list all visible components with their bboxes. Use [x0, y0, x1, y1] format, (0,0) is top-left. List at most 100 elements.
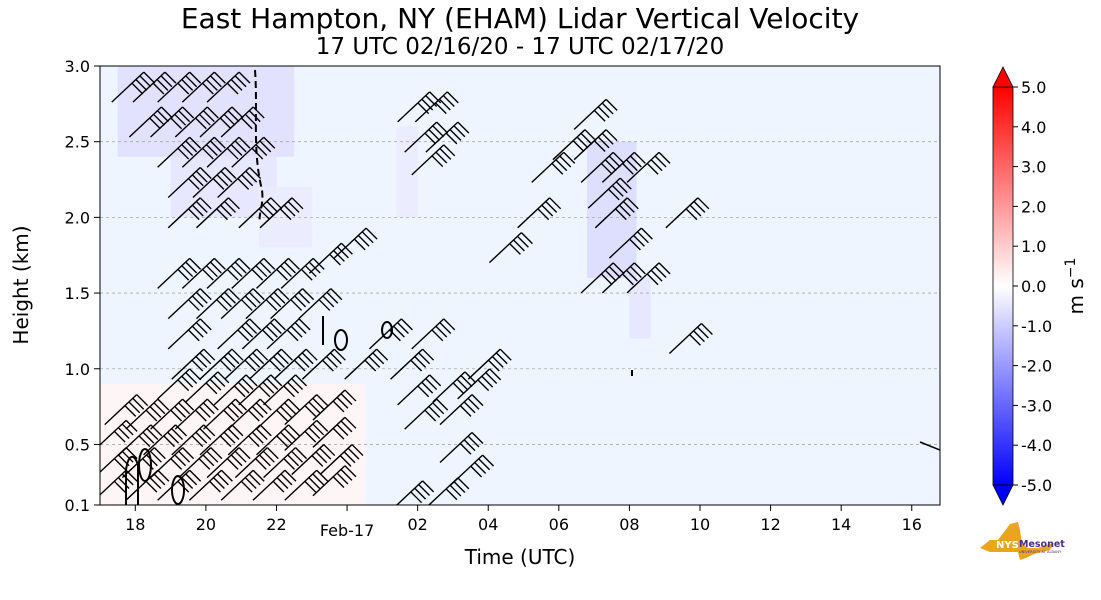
wind-barb-staff — [231, 136, 265, 168]
wind-barb-feather — [202, 110, 215, 123]
wind-barb-staff — [457, 368, 491, 400]
wind-barb-feather — [117, 427, 130, 440]
wind-barb-feather — [283, 402, 296, 415]
wind-barb-feather — [315, 451, 328, 464]
wind-barb-feather — [227, 110, 240, 123]
wind-barb — [174, 398, 219, 430]
wind-barb-feather — [213, 71, 226, 84]
wind-barb — [301, 348, 346, 380]
wind-barb — [171, 348, 216, 380]
wind-barb-feather — [332, 249, 345, 262]
wind-barb-feather — [319, 447, 332, 460]
wind-barb-feather — [287, 381, 300, 394]
wind-barb-feather — [231, 106, 244, 119]
colorbar-tick-label: -5.0 — [1021, 476, 1052, 495]
wind-barb — [319, 444, 364, 476]
wind-barb-feather — [283, 385, 296, 398]
wind-barb-feather — [199, 197, 212, 210]
wind-barb — [255, 257, 300, 289]
x-tick-label: 04 — [478, 515, 498, 534]
wind-barb-feather — [347, 447, 360, 460]
wind-barb-feather — [294, 295, 307, 308]
wind-barb-feather — [191, 325, 204, 338]
wind-barb-feather — [396, 322, 409, 335]
wind-barb-staff — [488, 232, 522, 264]
wind-barb-feather — [600, 162, 613, 175]
wind-barb-feather — [608, 155, 621, 168]
wind-barb-feather — [178, 110, 191, 123]
wind-barb-feather — [308, 476, 321, 489]
wind-barb-feather — [625, 159, 638, 172]
wind-barb-feather — [697, 197, 710, 210]
wind-barb — [580, 151, 625, 183]
wind-barb — [195, 288, 240, 320]
wind-barb-feather — [245, 322, 258, 335]
wind-barb-feather — [302, 288, 315, 301]
wind-barb-feather — [459, 404, 472, 417]
wind-barb-feather — [332, 400, 345, 413]
wind-barb-feather — [266, 447, 279, 460]
wind-barb-feather — [287, 454, 300, 467]
wind-barb-feather — [258, 208, 271, 221]
wind-barb-feather — [185, 140, 198, 153]
wind-barb-feather — [181, 143, 194, 156]
wind-barb-feather — [304, 265, 317, 278]
wind-barb-feather — [555, 159, 568, 172]
wind-barb-feather — [175, 424, 188, 437]
wind-barb-feather — [206, 450, 219, 463]
wind-barb — [248, 348, 293, 380]
wind-barb-feather — [474, 461, 487, 474]
wind-barb-feather — [209, 378, 222, 391]
wind-barb-feather — [275, 409, 288, 422]
wind-barb-feather — [601, 102, 614, 115]
wind-barb — [227, 424, 272, 456]
wind-barb-feather — [563, 151, 576, 164]
wind-barb-feather — [456, 378, 469, 391]
wind-barb-feather — [279, 431, 292, 444]
wind-barb — [665, 197, 710, 229]
wind-barb-feather — [219, 359, 232, 372]
wind-barb — [206, 257, 251, 289]
wind-barb-feather — [316, 394, 329, 407]
wind-barb-staff — [217, 318, 251, 350]
wind-barb-feather — [435, 325, 448, 338]
wind-barb-feather — [685, 208, 698, 221]
wind-barb-feather — [223, 431, 236, 444]
wind-barb — [188, 469, 233, 501]
wind-barb-feather — [251, 147, 264, 160]
wind-barb-feather — [621, 162, 634, 175]
wind-barb-staff — [252, 469, 286, 501]
x-tick-label: 12 — [760, 515, 780, 534]
wind-barb-feather — [177, 82, 190, 95]
wind-barb-feather — [608, 266, 621, 278]
wind-barb-feather — [230, 143, 243, 156]
wind-barb-staff — [266, 318, 300, 350]
wind-barb-staff — [167, 288, 201, 320]
wind-barb-feather — [131, 82, 144, 95]
wind-barb-feather — [301, 352, 314, 365]
wind-barb — [255, 398, 300, 430]
wind-barb-feather — [259, 140, 272, 153]
wind-barb-feather — [174, 454, 187, 467]
wind-barb-feather — [443, 318, 456, 331]
wind-barb-staff — [206, 136, 240, 168]
wind-barb-staff — [206, 71, 240, 103]
wind-barb-feather — [295, 374, 308, 387]
wind-barb-feather — [142, 431, 155, 444]
wind-barb-feather — [255, 427, 268, 440]
wind-barb-feather — [275, 268, 288, 281]
wind-barb-feather — [424, 409, 437, 422]
wind-barb-feather — [187, 208, 200, 221]
wind-barb-staff — [414, 91, 448, 123]
wind-barb-staff — [188, 469, 222, 501]
wind-barb — [217, 318, 262, 350]
wind-barb-staff — [199, 424, 233, 456]
y-tick-label: 0.5 — [65, 435, 90, 454]
wind-barb-feather — [146, 427, 159, 440]
wind-barb-feather — [605, 98, 618, 111]
wind-barb-feather — [124, 404, 137, 417]
wind-barb-feather — [248, 291, 261, 304]
chart-title: East Hampton, NY (EHAM) Lidar Vertical V… — [180, 2, 860, 35]
wind-barb-feather — [628, 238, 641, 251]
wind-barb-feather — [429, 374, 442, 387]
